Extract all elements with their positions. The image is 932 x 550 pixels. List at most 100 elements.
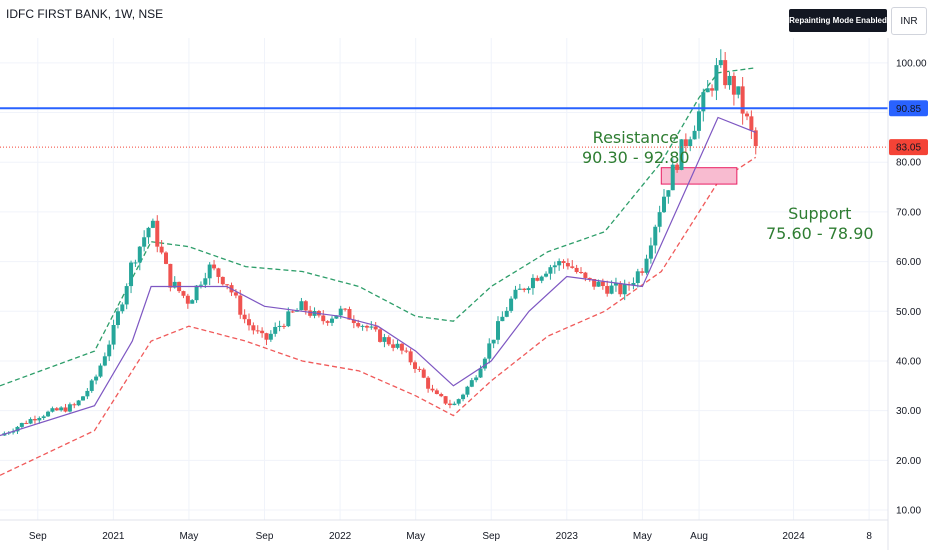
candle-body <box>517 288 522 290</box>
candle-body <box>539 276 544 281</box>
candle-body <box>478 368 483 378</box>
y-tick-label: 50.00 <box>896 307 921 318</box>
candle-body <box>351 319 356 324</box>
candle-body <box>653 226 658 246</box>
candle-body <box>710 88 715 91</box>
candle-body <box>19 422 24 427</box>
candle-body <box>443 396 448 404</box>
candle-body <box>530 277 535 289</box>
candle-body <box>587 277 592 279</box>
resistance-annotation: Resistance 90.30 - 92.80 <box>582 128 690 168</box>
x-tick-label: Sep <box>482 531 500 542</box>
candle-body <box>203 278 208 285</box>
candle-body <box>159 246 164 253</box>
candle-body <box>574 267 579 273</box>
currency-button[interactable]: INR <box>891 7 927 35</box>
candle-body <box>465 386 470 395</box>
candle-body <box>579 272 584 274</box>
candle-body <box>356 323 361 327</box>
candle-body <box>701 92 706 112</box>
x-tick-label: 2022 <box>329 531 352 542</box>
candle-body <box>133 262 138 264</box>
candle-body <box>268 333 273 340</box>
candle-body <box>504 310 509 317</box>
candle-body <box>360 325 365 327</box>
y-tick-label: 70.00 <box>896 207 921 218</box>
candle-body <box>679 139 684 170</box>
y-tick-label: 80.00 <box>896 158 921 169</box>
candle-body <box>255 330 260 332</box>
candle-body <box>67 404 72 412</box>
candle-body <box>605 286 610 294</box>
support-annotation: Support 75.60 - 78.90 <box>766 204 874 244</box>
candle-body <box>115 311 120 325</box>
candle-body <box>46 411 51 417</box>
candle-body <box>41 416 46 418</box>
candle-body <box>727 75 732 86</box>
candle-body <box>526 288 531 291</box>
candle-body <box>260 330 265 334</box>
candle-body <box>347 309 352 320</box>
candle-body <box>286 311 291 327</box>
candle-body <box>233 292 238 296</box>
candle-body <box>290 311 295 313</box>
candle-body <box>548 267 553 274</box>
candle-body <box>50 408 55 412</box>
y-tick-label: 20.00 <box>896 456 921 467</box>
candle-body <box>207 264 212 279</box>
candle-body <box>111 324 116 345</box>
support-zone <box>660 167 738 185</box>
candle-body <box>692 130 697 140</box>
candle-body <box>434 390 439 395</box>
candle-body <box>120 304 125 312</box>
candle-body <box>28 419 33 424</box>
candle-body <box>557 261 562 266</box>
candle-body <box>482 358 487 369</box>
candle-body <box>364 325 369 328</box>
symbol-title[interactable]: IDFC FIRST BANK, 1W, NSE <box>6 7 164 21</box>
candle-body <box>85 390 90 397</box>
candle-body <box>225 284 230 286</box>
candle-body <box>54 408 59 411</box>
candle-body <box>696 111 701 131</box>
candle-body <box>631 282 636 286</box>
support-range: 75.60 - 78.90 <box>766 224 874 243</box>
candle-body <box>212 264 217 269</box>
x-tick-label: 8 <box>866 531 872 542</box>
candle-body <box>251 325 256 331</box>
candle-body <box>190 300 195 304</box>
candle-body <box>723 60 728 86</box>
current-price-tag: 83.05 <box>896 143 921 154</box>
y-tick-label: 40.00 <box>896 356 921 367</box>
candle-body <box>181 291 186 296</box>
candle-body <box>469 380 474 387</box>
candle-body <box>382 337 387 342</box>
resistance-range: 90.30 - 92.80 <box>582 148 690 167</box>
candle-body <box>343 308 348 310</box>
candle-body <box>89 380 94 391</box>
resistance-price-tag: 90.85 <box>896 104 921 115</box>
candle-body <box>452 403 457 406</box>
candle-body <box>544 273 549 277</box>
candle-body <box>308 310 313 316</box>
candle-body <box>618 283 623 295</box>
candle-body <box>325 321 330 323</box>
candle-body <box>731 75 736 95</box>
candle-body <box>321 315 326 322</box>
candle-body <box>456 399 461 404</box>
candle-body <box>714 65 719 91</box>
candle-body <box>740 86 745 114</box>
candle-body <box>59 407 64 411</box>
x-tick-label: 2024 <box>782 531 805 542</box>
candle-body <box>124 286 129 305</box>
candle-body <box>613 283 618 286</box>
candle-body <box>155 220 160 247</box>
candle-body <box>198 284 203 286</box>
candle-body <box>644 258 649 273</box>
candle-body <box>185 295 190 304</box>
candle-body <box>421 369 426 378</box>
candle-body <box>277 325 282 327</box>
candle-body <box>552 265 557 268</box>
candle-body <box>94 376 99 381</box>
